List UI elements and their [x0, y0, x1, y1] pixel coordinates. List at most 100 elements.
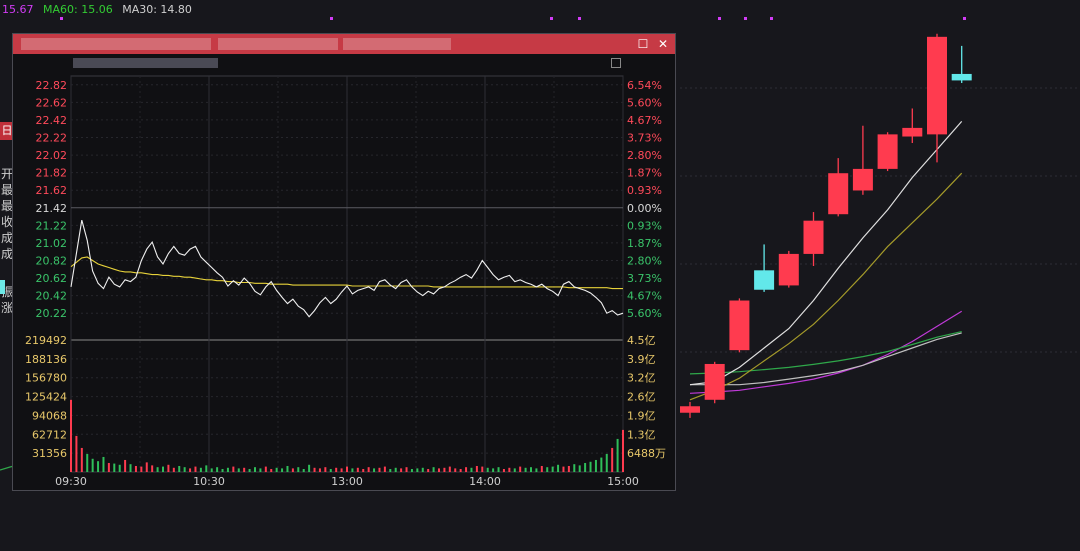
- pct-tick-label-6: 0.93%: [627, 184, 662, 197]
- popup-titlebar[interactable]: ☐ ✕: [13, 34, 675, 54]
- volume-bar-25: [205, 465, 208, 472]
- volume-bar-71: [454, 468, 457, 472]
- volume-bar-35: [259, 468, 262, 472]
- event-marker-0: [60, 17, 63, 20]
- volume-bar-55: [367, 467, 370, 472]
- time-tick-label-3: 14:00: [469, 475, 501, 488]
- volume-tick-label-3: 125424: [25, 391, 67, 404]
- volume-bar-58: [383, 466, 386, 472]
- volume-bar-4: [91, 458, 94, 472]
- volume-bar-41: [291, 468, 294, 472]
- volume-bar-32: [243, 467, 246, 472]
- volume-tick-label-2: 156780: [25, 372, 67, 385]
- ma30-line: [690, 332, 962, 386]
- intraday-price-line: [70, 219, 624, 318]
- pct-tick-label-10: 2.80%: [627, 255, 662, 268]
- volume-bar-77: [486, 467, 489, 472]
- candle-body-11: [951, 73, 972, 81]
- volume-bar-34: [254, 467, 256, 472]
- volume-bar-59: [389, 468, 392, 472]
- ma-purple-line: [689, 310, 963, 394]
- volume-bar-56: [373, 468, 376, 472]
- volume-bar-11: [129, 464, 132, 472]
- volume-bar-84: [524, 467, 527, 472]
- volume-bar-96: [589, 461, 592, 472]
- candle-body-5: [803, 220, 824, 254]
- pct-tick-label-11: 3.73%: [627, 272, 662, 285]
- amount-tick-label-1: 3.9亿: [627, 353, 656, 366]
- volume-bar-99: [605, 453, 608, 472]
- volume-bar-33: [248, 468, 251, 472]
- info-label-close: 收: [0, 215, 13, 229]
- volume-bar-18: [167, 464, 170, 472]
- volume-bar-5: [97, 461, 100, 472]
- info-label-volume: 成: [0, 231, 13, 245]
- volume-bar-98: [600, 457, 603, 472]
- volume-bar-57: [378, 467, 381, 472]
- volume-bar-29: [226, 467, 229, 472]
- price-tick-label-5: 21.82: [36, 167, 68, 180]
- volume-bar-28: [221, 468, 224, 472]
- volume-tick-label-4: 94068: [32, 409, 67, 422]
- event-marker-1: [330, 17, 333, 20]
- intraday-popup-window[interactable]: ☐ ✕ 22.82 6.54% 22.62 5.60% 22.42 4.67% 22.22 3…: [12, 33, 676, 491]
- amount-tick-label-3: 2.6亿: [627, 391, 656, 404]
- time-tick-label-0: 09:30: [55, 475, 87, 488]
- volume-bar-12: [134, 465, 137, 472]
- volume-tick-label-5: 62712: [32, 428, 67, 441]
- price-tick-label-12: 20.42: [36, 290, 68, 303]
- volume-bar-70: [448, 466, 451, 472]
- volume-bar-102: [622, 429, 624, 472]
- ma-short-line: [689, 121, 963, 386]
- candle-body-7: [852, 168, 873, 191]
- volume-bar-26: [210, 468, 213, 472]
- volume-bar-80: [502, 468, 505, 472]
- volume-bar-0: [70, 399, 72, 472]
- volume-bar-22: [189, 468, 192, 472]
- volume-bar-52: [351, 468, 354, 472]
- time-tick-label-4: 15:00: [607, 475, 639, 488]
- amount-tick-label-0: 4.5亿: [627, 334, 656, 347]
- event-marker-3: [578, 17, 581, 20]
- volume-bar-64: [416, 468, 419, 472]
- volume-bar-8: [113, 463, 116, 472]
- volume-bar-13: [140, 466, 143, 472]
- volume-tick-label-6: 31356: [32, 447, 67, 460]
- event-marker-5: [744, 17, 747, 20]
- price-tick-label-9: 21.02: [36, 237, 68, 250]
- volume-bar-15: [151, 465, 154, 472]
- maximize-icon[interactable]: ☐: [637, 37, 649, 51]
- pct-tick-label-1: 5.60%: [627, 96, 662, 109]
- price-tick-label-6: 21.62: [36, 184, 68, 197]
- volume-bar-101: [616, 438, 619, 472]
- volume-bar-82: [513, 468, 516, 472]
- pct-tick-label-5: 1.87%: [627, 167, 662, 180]
- amount-tick-label-6: 6488万: [627, 447, 666, 460]
- candle-body-0: [680, 406, 700, 413]
- volume-bar-48: [329, 468, 332, 472]
- price-tick-label-7: 21.42: [36, 202, 68, 215]
- volume-bar-24: [199, 467, 202, 472]
- pct-tick-label-7: 0.00%: [627, 202, 662, 215]
- blurred-title-3: [343, 38, 451, 50]
- moving-average-legend: 15.67 MA60: 15.06 MA30: 14.80: [0, 0, 198, 20]
- volume-bar-17: [162, 466, 164, 472]
- price-tick-label-10: 20.82: [36, 255, 68, 268]
- volume-bar-79: [497, 467, 500, 472]
- close-icon[interactable]: ✕: [657, 37, 669, 51]
- volume-bar-14: [145, 462, 148, 472]
- pct-tick-label-4: 2.80%: [627, 149, 662, 162]
- volume-bar-65: [421, 467, 424, 472]
- volume-bar-45: [313, 467, 316, 472]
- volume-bar-36: [264, 466, 267, 472]
- blurred-stock-info: [73, 58, 218, 68]
- volume-bar-76: [481, 466, 484, 472]
- period-tab[interactable]: 日: [0, 122, 14, 140]
- panel-toggle-icon[interactable]: [611, 58, 621, 68]
- candle-body-1: [704, 363, 725, 400]
- volume-bar-72: [459, 468, 462, 472]
- price-tick-label-0: 22.82: [36, 79, 68, 92]
- event-marker-2: [550, 17, 553, 20]
- volume-bar-94: [578, 465, 581, 472]
- volume-bar-49: [335, 467, 338, 472]
